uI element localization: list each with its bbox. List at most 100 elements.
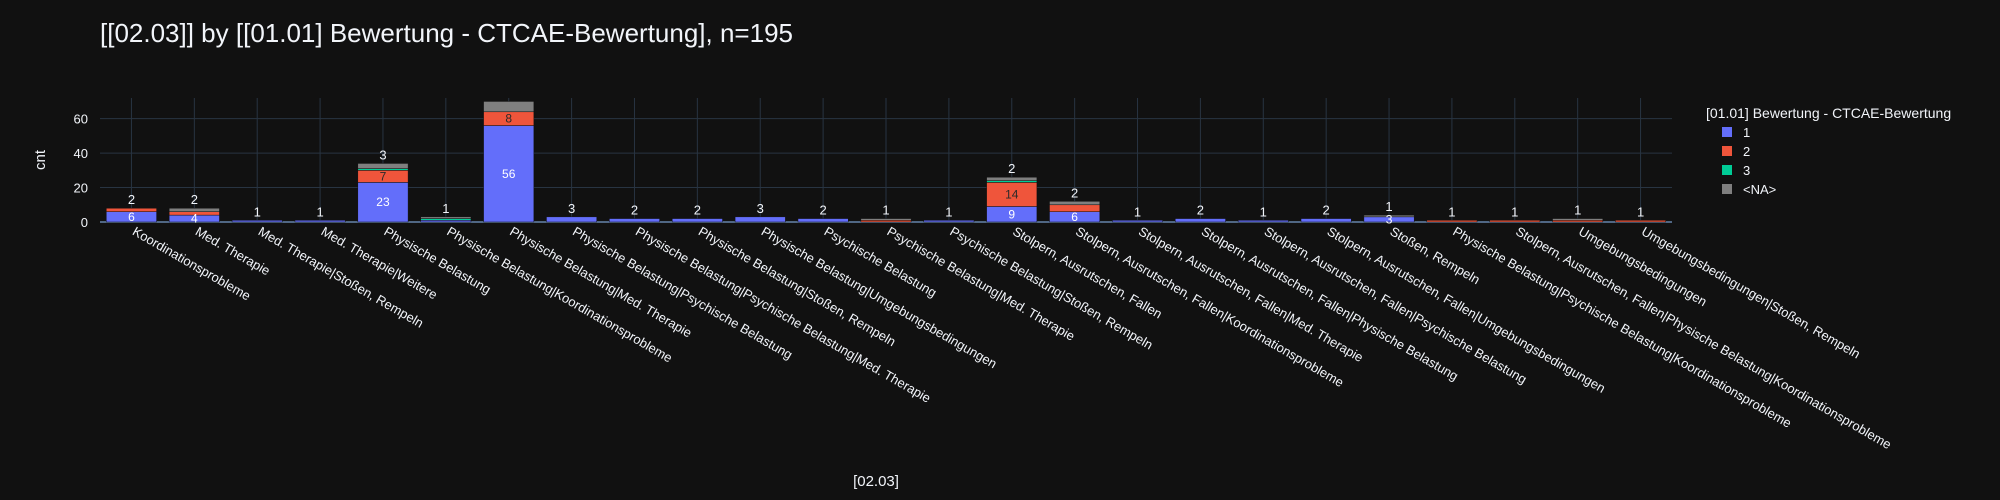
bar-segment-label: 6 [128,210,135,224]
bar-segment[interactable] [1489,220,1541,223]
bar-top-label: 1 [1134,204,1141,219]
x-tick-label: Physische Belastung|Psychische Belastung… [633,224,933,406]
bar-segment[interactable] [294,220,346,223]
bar-segment[interactable] [357,182,409,223]
bar-segment[interactable] [1615,220,1666,223]
series-2[interactable] [106,111,1666,223]
bar-segment[interactable] [231,220,283,223]
chart-title: [[02.03]] by [[01.01] Bewertung - CTCAE-… [100,18,793,48]
x-tick-label: Umgebungsbedingungen|Stoßen, Rempeln [1639,224,1863,362]
bar-segment[interactable] [1363,214,1415,218]
bar-top-label: 1 [1511,204,1518,219]
y-tick-label: 0 [81,215,88,230]
bar-top-label: 2 [1197,203,1204,218]
bar-top-label: 1 [254,204,261,219]
y-tick-label: 40 [74,146,88,161]
bar-segment[interactable] [1300,218,1352,223]
bar-segment[interactable] [609,218,660,223]
bars-layer[interactable] [106,101,1666,223]
bar-top-label: 1 [1260,204,1267,219]
bar-top-label: 3 [757,201,764,216]
legend-item[interactable]: 2 [1722,144,1750,159]
bar-top-label: 2 [1008,161,1015,176]
bar-segment[interactable] [734,216,786,223]
y-tick-label: 60 [74,112,88,127]
bar-top-label: 1 [1385,199,1392,214]
x-tick-label: Physische Belastung [381,224,493,297]
bar-top-label: 1 [1574,203,1581,218]
legend-title: [01.01] Bewertung - CTCAE-Bewertung [1706,105,1951,121]
legend-label: 2 [1743,144,1750,159]
bar-segment[interactable] [168,207,220,212]
bar-segment-label: 3 [1386,212,1393,226]
bar-segment[interactable] [1552,220,1604,223]
bar-segment[interactable] [797,218,849,223]
bar-segment-label: 56 [502,167,516,181]
legend-items[interactable]: 1 2 3 <NA> [1722,125,1776,197]
bar-segment-label: 8 [505,112,512,126]
bar-segment[interactable] [1049,201,1101,206]
legend-item[interactable]: <NA> [1722,182,1776,197]
legend-item[interactable]: 1 [1722,125,1750,140]
bar-top-label: 1 [945,204,952,219]
bar-segment[interactable] [1552,218,1604,221]
bar-segment[interactable] [420,220,472,223]
bar-segment[interactable] [1112,220,1163,223]
bar-segment-label: 9 [1008,207,1015,221]
bar-segment[interactable] [860,220,912,223]
y-tick-label: 20 [74,181,88,196]
legend-label: <NA> [1743,182,1776,197]
bar-segment[interactable] [1426,220,1478,223]
bar-segment[interactable] [420,216,472,219]
bar-top-label: 3 [379,147,386,162]
bar-segment[interactable] [483,125,535,223]
bar-segment[interactable] [986,180,1038,183]
bar-segment-label: 23 [376,195,390,209]
bar-segment[interactable] [923,220,975,223]
bar-segment-label: 14 [1005,187,1019,201]
bar-segment[interactable] [106,207,157,212]
legend-swatch [1722,184,1732,194]
legend-item[interactable]: 3 [1722,163,1750,178]
bar-top-label: 2 [1071,185,1078,200]
legend-label: 3 [1743,163,1750,178]
legend[interactable]: [01.01] Bewertung - CTCAE-Bewertung 1 2 3 <… [1706,105,1951,197]
x-tick-label: Stolpern, Ausrutschen, Fallen|Med. Thera… [1136,224,1366,365]
bar-segment[interactable] [483,101,535,113]
x-axis-title: [02.03] [853,473,899,490]
bar-top-label: 2 [128,192,135,207]
legend-swatch [1722,127,1732,137]
bar-top-label: 3 [568,201,575,216]
legend-swatch [1722,165,1732,175]
bar-top-label: 1 [442,201,449,216]
series-<NA>[interactable] [168,101,1604,221]
y-axis-title: cnt [32,149,49,170]
bar-top-label: 1 [1637,204,1644,219]
bar-segment[interactable] [986,182,1038,207]
bar-segment[interactable] [1237,220,1289,223]
bar-top-label: 2 [631,203,638,218]
bar-top-label: 2 [820,203,827,218]
bar-top-label: 1 [882,203,889,218]
bar-segment[interactable] [671,218,723,223]
series-1[interactable] [106,125,1415,223]
bar-top-label: 2 [1323,203,1330,218]
bar-segment[interactable] [1174,218,1226,223]
bar-segment[interactable] [546,216,598,223]
bar-segment-label: 7 [380,169,387,183]
bar-segment[interactable] [420,218,472,221]
bar-segment[interactable] [860,218,912,221]
bar-top-label: 2 [191,192,198,207]
legend-label: 1 [1743,125,1750,140]
bar-segment-label: 6 [1071,210,1078,224]
bar-top-label: 2 [694,203,701,218]
bar-segment[interactable] [986,176,1038,181]
legend-swatch [1722,146,1732,156]
x-tick-label: Physische Belastung|Koordinationsproblem… [444,224,675,366]
bar-segment[interactable] [357,163,409,169]
bar-segment-label: 4 [191,212,198,226]
x-tick-label: Koordinationsprobleme [130,224,253,304]
